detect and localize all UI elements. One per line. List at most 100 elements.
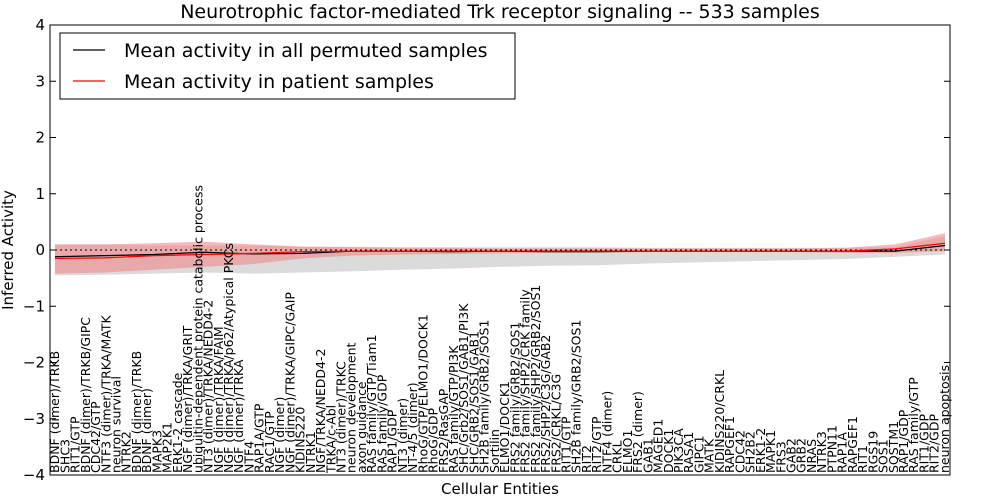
- x-category-label: NGF (dimer)/TRKA/FAIM: [211, 326, 226, 473]
- x-category-label: NGF (dimer)/TRKA: [231, 359, 246, 473]
- x-category-label: TRKA/c-Abl: [323, 405, 338, 474]
- x-category-label: MAPK1: [763, 430, 778, 473]
- x-category-label: NGF (dimer)/TRKA/GIPC/GAIP: [282, 292, 297, 473]
- x-category-label: FRS2 family/SHP2/GRB2/SOS1: [528, 285, 543, 473]
- x-category-label: NGF (dimer)/TRKA/GRIT: [180, 325, 195, 473]
- x-category-label: ELMO1: [620, 430, 635, 473]
- x-category-label: RAS family/GDP: [374, 374, 389, 473]
- x-category-label: RAP1A/GTP: [252, 403, 267, 473]
- x-category-label: BDNF (dimer): [139, 388, 154, 473]
- legend-label-permuted: Mean activity in all permuted samples: [124, 40, 487, 62]
- x-category-label: MAP2K1: [160, 422, 175, 473]
- x-category-label: NGF (dimer)/TRKA/p62/Atypical PKCs: [221, 243, 236, 473]
- x-category-label: FRS2/SHP2/C3G/GAB2: [538, 335, 553, 473]
- x-category-label: RhoG/GTP/ELMO1/DOCK1: [415, 314, 430, 473]
- x-category-label: FRS2 family/GRB2/SOS1: [507, 322, 522, 473]
- x-category-label: SHC/Grb2/SOS1/GAB1/PI3K: [456, 303, 471, 473]
- x-category-label: ERK1-2: [753, 428, 768, 473]
- chart-title: Neurotrophic factor-mediated Trk recepto…: [180, 1, 820, 23]
- x-category-label: RAPGEF1: [845, 416, 860, 473]
- x-category-label: RAS family/GTP: [906, 377, 921, 473]
- x-category-label: NT3 (dimer): [395, 398, 410, 473]
- x-axis-title: Cellular Entities: [441, 480, 559, 498]
- x-category-label: RGS19: [865, 431, 880, 473]
- x-category-label: NTRK3: [814, 431, 829, 473]
- x-category-label: RIT1/GTP: [68, 416, 83, 473]
- x-category-label: SOS1: [876, 439, 891, 473]
- x-category-label: RIT2: [579, 445, 594, 473]
- x-category-label: GRB2: [794, 438, 809, 473]
- x-category-label: KIDINS220: [293, 407, 308, 473]
- x-category-label: NT3 (dimer)/TRKA/NEDD4-2: [201, 300, 216, 473]
- legend-label-patient: Mean activity in patient samples: [124, 71, 434, 93]
- x-category-label: NTRK1: [303, 431, 318, 473]
- x-category-label: NGF (dimer): [272, 397, 287, 473]
- x-category-label: RAC1/GTP: [262, 411, 277, 473]
- x-category-label: GAB1: [640, 438, 655, 473]
- y-tick-label: 2: [35, 129, 45, 147]
- x-category-label: DOCK1: [661, 429, 676, 473]
- x-category-label: GAB2: [783, 438, 798, 473]
- x-category-label: SH2B2: [743, 431, 758, 473]
- x-category-label: ELMO1/DOCK1: [497, 381, 512, 473]
- y-tick-label: −2: [23, 354, 45, 372]
- x-category-label: RIT1/GTP: [558, 416, 573, 473]
- x-category-label: NRAS: [804, 439, 819, 473]
- y-tick-label: 1: [35, 185, 45, 203]
- y-tick-label: −1: [23, 297, 45, 315]
- patient-mean-line: [54, 242, 946, 260]
- x-category-label: axon guidance: [354, 381, 369, 473]
- confidence-bands: [55, 233, 945, 276]
- series-lines: [54, 242, 946, 260]
- x-category-label: BDNF (dimer)/TRKB: [129, 351, 144, 473]
- x-category-label: FRS2/RasGAP: [436, 388, 451, 473]
- x-category-label: CDC42: [732, 430, 747, 473]
- x-category-label: NT-4/5 (dimer): [405, 382, 420, 473]
- x-category-label: RAPGEF1: [722, 416, 737, 473]
- x-category-label: SHC/GRB2/SOS1/GAB1: [466, 331, 481, 473]
- y-tick-label: −4: [23, 466, 45, 484]
- x-category-label: RASA1: [681, 432, 696, 473]
- x-category-label: Sortilin: [487, 429, 502, 473]
- x-category-label: RIT1: [855, 445, 870, 473]
- y-tick-label: 4: [35, 16, 45, 34]
- x-category-label: RIT2/GDP: [927, 414, 942, 473]
- x-category-label: RAP1A: [835, 432, 850, 473]
- x-category-label: SH2B family/GRB2/SOS1: [477, 320, 492, 473]
- x-category-label: RhoG/GDP: [426, 408, 441, 473]
- x-category-label: NTF3 (dimer)/TRKA/MATK: [98, 314, 113, 473]
- x-category-label: NTRK2: [119, 431, 134, 473]
- x-category-label: SH2B family/GRB2/SOS1: [569, 320, 584, 473]
- x-category-label: CRKL: [610, 440, 625, 473]
- x-category-label: RIT2/GTP: [589, 416, 604, 473]
- x-category-label: NGF/TRKA/NEDD4-2: [313, 349, 328, 473]
- y-tick-label: 0: [35, 241, 45, 259]
- y-tick-label: 3: [35, 72, 45, 90]
- x-category-label: RIT1/GDP: [916, 414, 931, 473]
- y-tick-label: −3: [23, 410, 45, 428]
- x-category-label: ubiquitin-dependent protein catabolic pr…: [190, 185, 205, 473]
- x-category-label: FRS2 family/SHP2/CRK family: [518, 289, 533, 473]
- y-axis-title: Inferred Activity: [0, 190, 17, 310]
- x-category-label: MAPK3: [149, 430, 164, 473]
- x-category-label: RAS family/GTP/PI3K: [446, 345, 461, 473]
- x-category-label: RAP1/GDP: [385, 409, 400, 473]
- permuted-band: [55, 235, 945, 276]
- x-category-label: RAS family/GTP/Tiam1: [364, 334, 379, 473]
- x-category-label: ERK1-2 cascade: [170, 372, 185, 473]
- x-category-label: NT3 (dimer)/TRKC: [333, 361, 348, 473]
- x-category-label: BDNF (dimer)/TRKB/GIPC: [78, 317, 93, 473]
- x-category-label: PTPN11: [824, 425, 839, 473]
- x-category-label: FRS2 (dimer): [630, 391, 645, 473]
- x-category-label: GIPC1: [691, 435, 706, 473]
- x-category-label: CDC42/GTP: [88, 401, 103, 473]
- x-category-label: FRS2/CRKL/C3G: [548, 374, 563, 473]
- x-category-label: SQSTM1: [886, 421, 901, 473]
- x-category-label: KIDINS220/CRKL: [712, 370, 727, 473]
- x-category-label: RAP1/GDP: [896, 409, 911, 473]
- x-category-label: PIK3CA: [671, 428, 686, 473]
- x-category-label: BDNF (dimer)/TRKB: [47, 351, 62, 473]
- x-category-label: neuron survival: [108, 376, 123, 473]
